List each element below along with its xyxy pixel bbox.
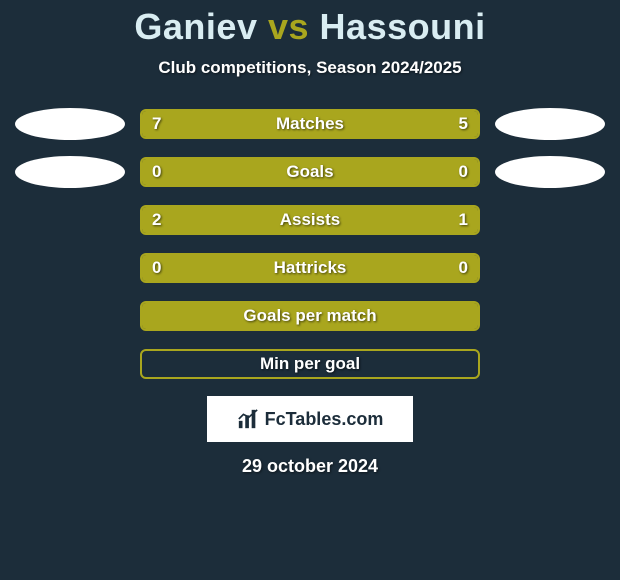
player1-badge [15, 108, 125, 140]
stat-bar: 00Goals [140, 157, 480, 187]
stat-label: Goals per match [142, 303, 478, 329]
stat-row: 21Assists [0, 204, 620, 236]
stat-bar: Goals per match [140, 301, 480, 331]
player2-name: Hassouni [320, 6, 486, 47]
stat-row: 00Goals [0, 156, 620, 188]
player1-name: Ganiev [134, 6, 257, 47]
footer-date: 29 october 2024 [242, 456, 378, 477]
player2-badge [495, 108, 605, 140]
logo-text: FcTables.com [265, 409, 384, 430]
stat-row: 75Matches [0, 108, 620, 140]
page-title: Ganiev vs Hassouni [134, 6, 485, 48]
stat-label: Assists [142, 207, 478, 233]
stat-label: Matches [142, 111, 478, 137]
vs-label: vs [268, 6, 309, 47]
stat-row: 00Hattricks [0, 252, 620, 284]
stat-row: Min per goal [0, 348, 620, 380]
bar-chart-icon [237, 408, 259, 430]
logo-box[interactable]: FcTables.com [207, 396, 413, 442]
player1-badge [15, 156, 125, 188]
stat-bar: 21Assists [140, 205, 480, 235]
stat-label: Hattricks [142, 255, 478, 281]
subtitle: Club competitions, Season 2024/2025 [158, 58, 461, 78]
comparison-card: Ganiev vs Hassouni Club competitions, Se… [0, 0, 620, 477]
stat-bar: Min per goal [140, 349, 480, 379]
stat-label: Goals [142, 159, 478, 185]
stat-row: Goals per match [0, 300, 620, 332]
player2-badge [495, 156, 605, 188]
stat-bar: 75Matches [140, 109, 480, 139]
stat-bar: 00Hattricks [140, 253, 480, 283]
stat-label: Min per goal [142, 351, 478, 377]
stats-list: 75Matches 00Goals 21Assists 00Hattricks Goal… [0, 108, 620, 380]
